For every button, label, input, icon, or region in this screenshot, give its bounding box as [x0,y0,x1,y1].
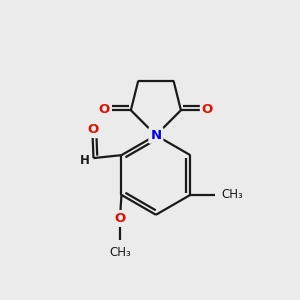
Text: O: O [202,103,213,116]
Text: CH₃: CH₃ [222,188,244,201]
Text: H: H [80,154,90,167]
Text: CH₃: CH₃ [109,246,131,260]
Text: O: O [87,123,98,136]
Text: N: N [150,129,161,142]
Text: O: O [99,103,110,116]
Text: O: O [114,212,126,225]
